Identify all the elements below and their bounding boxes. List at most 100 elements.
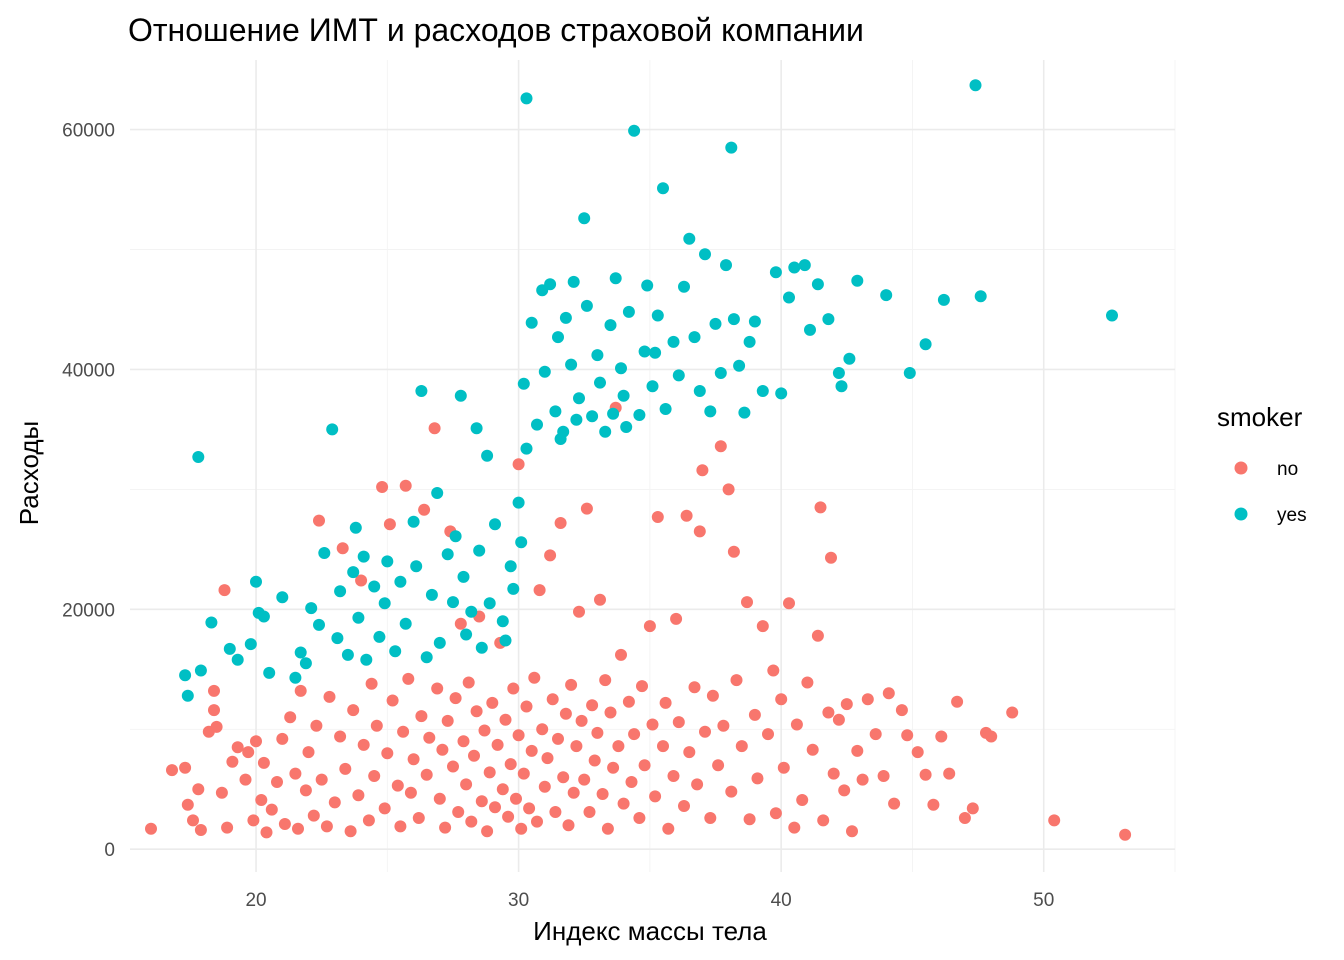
point-no — [559, 707, 572, 720]
point-no — [320, 820, 333, 833]
point-no — [454, 617, 467, 630]
point-no — [181, 798, 194, 811]
point-no — [935, 730, 948, 743]
point-no — [271, 776, 283, 788]
point-no — [313, 514, 325, 527]
point-yes — [415, 385, 428, 397]
point-no — [827, 767, 840, 780]
point-no — [486, 696, 499, 709]
point-no — [919, 768, 932, 781]
point-no — [607, 761, 620, 774]
point-no — [646, 718, 659, 731]
point-yes — [775, 387, 788, 400]
point-no — [638, 759, 651, 772]
point-no — [368, 770, 381, 782]
point-yes — [276, 591, 289, 604]
point-no — [523, 802, 536, 815]
point-no — [586, 699, 599, 712]
point-no — [397, 725, 410, 738]
point-yes — [399, 617, 412, 630]
point-no — [691, 778, 704, 791]
point-yes — [525, 316, 538, 329]
point-no — [441, 714, 454, 727]
legend-key-yes — [1234, 507, 1248, 521]
point-yes — [880, 289, 893, 302]
point-yes — [620, 421, 633, 433]
point-no — [775, 693, 788, 706]
point-no — [554, 517, 567, 529]
point-yes — [431, 487, 444, 499]
point-yes — [756, 385, 769, 397]
point-no — [323, 690, 336, 703]
point-yes — [586, 410, 599, 423]
point-no — [657, 740, 669, 753]
point-no — [483, 766, 496, 779]
point-yes — [420, 651, 433, 664]
point-yes — [832, 367, 845, 379]
point-no — [462, 676, 475, 689]
point-yes — [544, 278, 557, 291]
point-yes — [683, 232, 696, 245]
point-no — [877, 770, 890, 782]
point-no — [215, 786, 228, 799]
point-yes — [651, 309, 664, 322]
point-yes — [179, 669, 192, 682]
point-no — [378, 802, 391, 815]
point-yes — [580, 299, 593, 312]
point-no — [431, 682, 444, 695]
point-yes — [919, 338, 932, 351]
point-yes — [378, 597, 391, 610]
point-yes — [231, 653, 244, 666]
y-tick-label: 0 — [104, 840, 115, 861]
point-yes — [368, 580, 381, 593]
point-no — [628, 728, 641, 741]
point-no — [194, 824, 207, 836]
point-yes — [720, 259, 732, 272]
point-yes — [341, 648, 354, 661]
point-yes — [250, 575, 262, 588]
point-no — [499, 713, 512, 726]
point-no — [696, 464, 709, 477]
point-no — [911, 746, 924, 759]
point-yes — [609, 272, 622, 285]
point-no — [231, 741, 244, 754]
point-no — [806, 743, 819, 756]
point-no — [985, 730, 998, 743]
point-no — [578, 773, 591, 786]
point-no — [355, 574, 368, 587]
point-no — [727, 545, 740, 558]
point-no — [1048, 814, 1061, 827]
point-yes — [628, 124, 641, 137]
point-no — [515, 822, 528, 835]
point-no — [756, 620, 769, 633]
point-yes — [769, 266, 782, 279]
point-no — [517, 767, 530, 780]
point-no — [208, 684, 220, 697]
point-yes — [748, 315, 761, 328]
point-yes — [454, 389, 467, 402]
point-no — [292, 822, 304, 835]
point-yes — [646, 380, 659, 393]
point-no — [307, 809, 320, 822]
point-yes — [205, 616, 218, 629]
point-no — [601, 822, 614, 835]
point-no — [284, 711, 297, 724]
point-yes — [638, 345, 651, 358]
legend-title: smoker — [1217, 402, 1303, 432]
chart-title: Отношение ИМТ и расходов страховой компа… — [128, 12, 864, 48]
point-yes — [783, 291, 795, 304]
point-no — [943, 767, 956, 780]
point-yes — [615, 362, 627, 375]
point-yes — [433, 636, 446, 649]
point-yes — [507, 582, 520, 595]
point-yes — [903, 367, 916, 379]
point-yes — [743, 335, 756, 348]
point-no — [888, 797, 901, 810]
y-axis-title: Расходы — [14, 421, 44, 525]
point-no — [525, 744, 538, 757]
point-yes — [457, 570, 470, 583]
point-no — [239, 773, 252, 786]
y-tick-label: 40000 — [62, 360, 115, 381]
point-no — [767, 664, 780, 677]
point-no — [334, 730, 347, 743]
